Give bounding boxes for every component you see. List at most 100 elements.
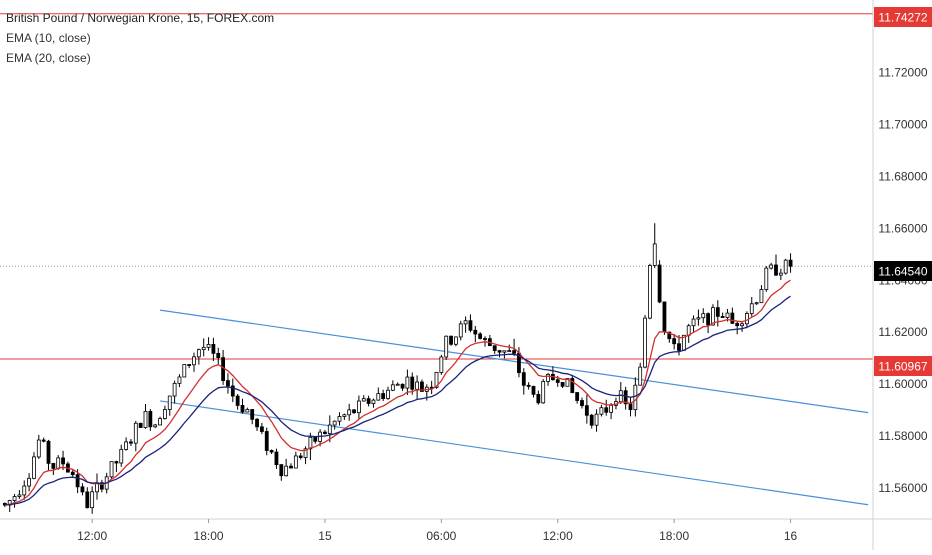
current-price-label-bg: [874, 261, 932, 281]
legend-ema-10: EMA (10, close): [6, 31, 91, 45]
candle-body: [138, 422, 143, 428]
x-tick-label: 12:00: [543, 529, 573, 543]
chart-legend: British Pound / Norwegian Krone, 15, FOR…: [6, 8, 274, 68]
candle-body: [594, 413, 599, 426]
candle-body: [735, 322, 740, 327]
candle-body: [618, 390, 623, 403]
candle-body: [201, 346, 206, 351]
candle-body: [405, 376, 410, 389]
candle-body: [269, 450, 274, 453]
x-tick-label: 16: [784, 529, 798, 543]
channel-upper-line[interactable]: [159, 309, 869, 414]
time-axis[interactable]: 12:00 18:00 15 06:00 12:00 18:00 16: [77, 519, 798, 543]
candle-body: [337, 416, 342, 422]
candle-body: [536, 393, 541, 404]
candle-body: [352, 409, 356, 414]
support-price-label-bg: [874, 356, 932, 376]
y-tick-label: 11.72000: [878, 66, 927, 80]
candle-body: [376, 393, 381, 401]
candle-body: [744, 313, 749, 325]
candle-body: [565, 378, 570, 387]
candle-body: [114, 461, 119, 464]
ema-20-line: [4, 295, 791, 506]
candle-body: [192, 356, 196, 366]
candle-body: [778, 272, 783, 276]
candle-body: [308, 436, 313, 450]
resistance-price-label-bg: [874, 7, 932, 27]
x-tick-label: 12:00: [77, 529, 107, 543]
ema-lines: [4, 279, 791, 506]
candle-body: [298, 455, 303, 458]
candle-body: [526, 384, 531, 387]
y-tick-label: 11.62000: [878, 325, 927, 339]
candle-body: [85, 491, 90, 509]
candle-body: [182, 364, 187, 378]
candle-body: [633, 384, 638, 411]
candle-body: [230, 385, 235, 397]
candle-body: [187, 364, 192, 366]
candle-body: [740, 323, 744, 327]
candle-body: [148, 410, 153, 428]
candle-body: [444, 335, 449, 358]
candle-body: [386, 389, 390, 399]
candle-body: [327, 424, 332, 434]
candle-body: [754, 302, 759, 305]
candle-body: [720, 315, 725, 318]
candle-body: [27, 477, 32, 487]
candle-body: [80, 486, 85, 493]
candle-body: [41, 439, 46, 442]
candle-body: [415, 381, 420, 390]
candle-body: [216, 352, 221, 359]
candle-body: [638, 366, 643, 386]
candle-body: [580, 400, 584, 407]
candle-body: [667, 331, 672, 340]
candle-body: [507, 350, 512, 352]
candle-body: [570, 378, 575, 393]
candle-body: [749, 303, 754, 314]
candle-body: [356, 400, 361, 414]
horizontal-levels: [0, 13, 873, 360]
candle-body: [652, 243, 657, 266]
candle-body: [711, 307, 715, 326]
x-tick-label: 18:00: [659, 529, 689, 543]
candle-body: [604, 407, 609, 413]
candle-body: [759, 289, 764, 304]
candle-body: [492, 345, 497, 351]
candle-body: [546, 373, 550, 382]
candle-body: [303, 448, 308, 458]
candle-body: [206, 343, 211, 348]
candle-body: [696, 317, 701, 320]
candle-body: [347, 409, 352, 416]
candle-body: [109, 461, 114, 478]
candle-body: [342, 414, 347, 417]
candle-body: [313, 436, 318, 442]
candle-body: [730, 312, 735, 324]
candle-body: [473, 329, 478, 335]
candle-body: [250, 409, 255, 420]
candle-body: [61, 457, 65, 465]
candle-body: [725, 312, 730, 318]
candle-body: [774, 264, 778, 276]
candle-body: [284, 465, 289, 477]
y-tick-label: 11.68000: [878, 169, 927, 183]
candle-body: [521, 372, 526, 386]
y-tick-label: 11.66000: [878, 221, 927, 235]
y-tick-label: 11.56000: [878, 481, 927, 495]
candle-body: [90, 491, 95, 509]
price-axis[interactable]: 11.7200011.7000011.6800011.6600011.64000…: [878, 66, 927, 495]
candle-body: [715, 307, 720, 317]
candle-body: [483, 338, 487, 340]
candle-body: [124, 441, 129, 450]
candle-body: [264, 431, 269, 451]
candle-body: [133, 422, 138, 444]
x-tick-label: 15: [318, 529, 332, 543]
candle-body: [381, 393, 386, 399]
x-tick-label: 06:00: [426, 529, 456, 543]
candle-body: [172, 382, 177, 397]
candle-body: [783, 259, 788, 274]
candle-body: [129, 441, 133, 444]
candle-body: [371, 399, 376, 404]
candle-body: [463, 320, 468, 325]
